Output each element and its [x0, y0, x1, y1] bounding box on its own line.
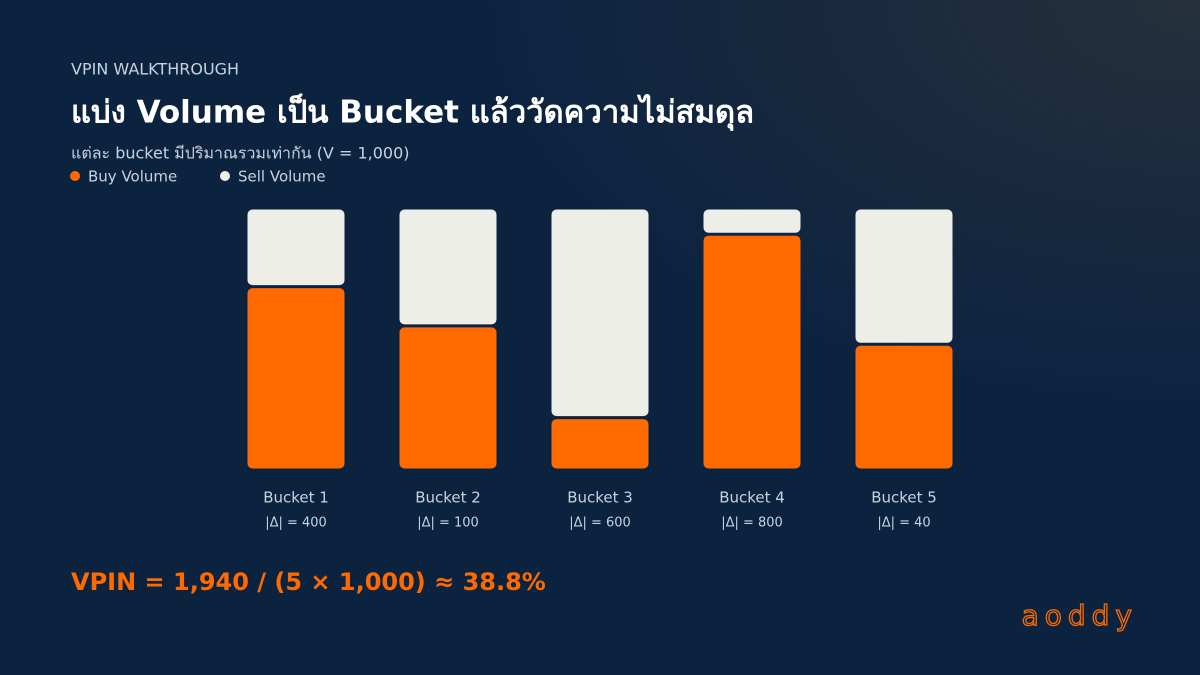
x-tick-label: Bucket 4 [719, 489, 785, 507]
legend-label: Buy Volume [88, 168, 177, 186]
chart-title: แบ่ง Volume เป็น Bucket แล้ววัดความไม่สม… [71, 93, 754, 132]
legend-dot [220, 171, 230, 181]
bar-segment [399, 327, 497, 469]
brand: aoddy [1022, 599, 1138, 632]
x-tick-label: Bucket 2 [415, 489, 481, 507]
bar-segment [703, 209, 801, 233]
category-note: |Δ| = 100 [417, 516, 479, 531]
bar-segment [703, 235, 801, 469]
bar-segment [247, 209, 345, 286]
bar-segment [551, 419, 649, 469]
category-note: |Δ| = 40 [877, 516, 930, 531]
kicker: VPIN WALKTHROUGH [71, 60, 239, 79]
bar-segment [551, 209, 649, 417]
category-note: |Δ| = 600 [569, 516, 631, 531]
bar-segment [247, 288, 345, 469]
bar-segment [855, 345, 953, 469]
category-note: |Δ| = 800 [721, 516, 783, 531]
bar-segment [855, 209, 953, 343]
x-tick-label: Bucket 1 [263, 489, 329, 507]
legend-dot [70, 171, 80, 181]
bar-segment [399, 209, 497, 325]
x-tick-label: Bucket 5 [871, 489, 937, 507]
formula: VPIN = 1,940 / (5 × 1,000) ≈ 38.8% [71, 568, 546, 596]
x-tick-label: Bucket 3 [567, 489, 633, 507]
category-note: |Δ| = 400 [265, 516, 327, 531]
legend-label: Sell Volume [238, 168, 326, 186]
subtitle: แต่ละ bucket มีปริมาณรวมเท่ากัน (V = 1,0… [71, 144, 410, 163]
